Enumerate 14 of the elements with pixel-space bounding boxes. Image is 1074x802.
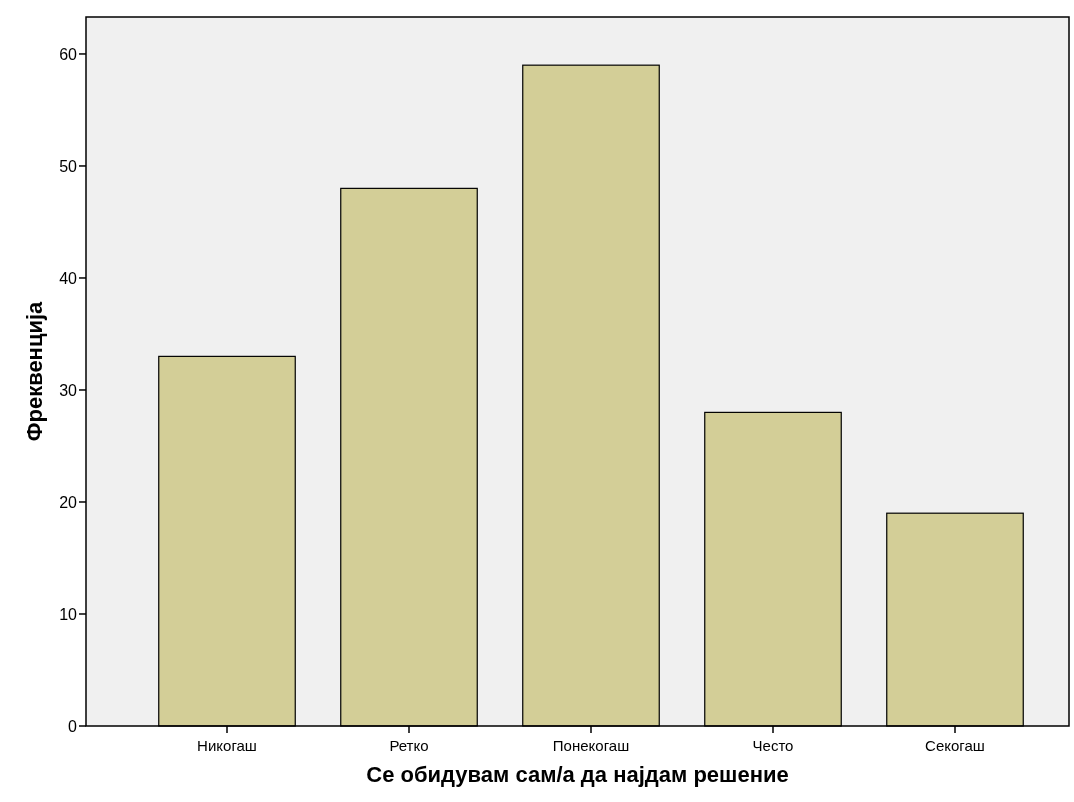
y-axis-title: Фреквенција <box>22 300 47 442</box>
y-tick-label: 20 <box>59 493 78 511</box>
y-tick-label: 30 <box>59 381 78 399</box>
y-tick-label: 60 <box>59 45 78 63</box>
x-tick-label: Понекогаш <box>552 737 630 754</box>
x-tick-label: Ретко <box>389 737 429 754</box>
y-tick-label: 0 <box>68 717 78 735</box>
x-axis-title: Се обидувам сам/а да најдам решение <box>366 762 789 787</box>
y-tick-label: 10 <box>59 605 78 623</box>
y-tick-label: 50 <box>59 157 78 175</box>
x-tick-label: Никогаш <box>197 737 257 754</box>
x-tick-label: Секогаш <box>925 737 985 754</box>
y-tick-label: 40 <box>59 269 78 287</box>
x-tick-label: Често <box>752 737 794 754</box>
